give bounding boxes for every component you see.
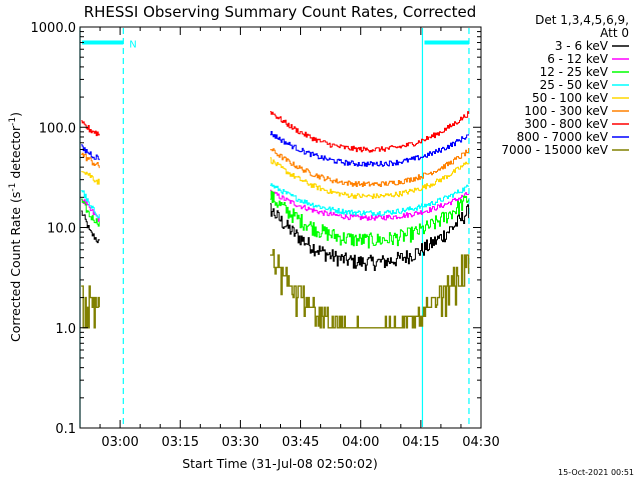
x-axis: 03:00 03:15 03:30 03:45 04:00 04:15 04:30 [79,27,500,450]
legend-entry-label: 7000 - 15000 keV [501,143,608,157]
x-tick-label: 03:45 [282,435,319,450]
y-tick-label: 0.1 [55,422,76,437]
legend-entry-label: 50 - 100 keV [532,91,609,105]
y-axis-label-superscript: -1 [8,183,18,192]
legend-entry-label: 100 - 300 keV [524,104,608,118]
flag-label: N [129,40,136,51]
x-tick-label: 03:30 [222,435,259,450]
series-line [81,198,100,227]
series-line [270,131,470,167]
y-tick-label: 100.0 [39,121,76,136]
series-line [270,190,470,249]
series-line [81,144,100,161]
series-line [270,189,470,221]
legend-header-line-2: Att 0 [600,26,629,40]
y-axis-label-part: ) [8,112,23,117]
legend-entry-label: 800 - 7000 keV [517,130,609,144]
series-line [81,152,100,169]
x-tick-label: 03:15 [162,435,199,450]
x-tick-label: 04:00 [342,435,379,450]
y-axis-label-part: detector [8,125,23,183]
x-axis-label: Start Time (31-Jul-08 02:50:02) [182,456,378,471]
y-tick-label: 1.0 [55,322,76,337]
x-tick-label: 04:30 [462,435,499,450]
chart-title: RHESSI Observing Summary Count Rates, Co… [84,3,477,21]
series-line [81,190,100,219]
y-tick-label: 1000.0 [31,21,77,36]
y-axis-label-superscript: -1 [8,117,18,126]
series-line [270,157,470,199]
series-line [81,120,100,137]
y-axis: 0.1 1.0 10.0 100.0 1000.0 [31,21,481,437]
legend-entry-label: 12 - 25 keV [540,65,609,79]
x-tick-label: 04:15 [402,435,439,450]
y-tick-label: 10.0 [47,222,76,237]
legend-entry-label: 3 - 6 keV [555,39,609,53]
y-axis-label: Corrected Count Rate (s-1 detector-1) [8,112,23,342]
legend-entry-label: 6 - 12 keV [547,52,609,66]
series-line [270,249,470,329]
series-layer [81,111,470,329]
series-line [270,183,470,216]
legend-entry-label: 25 - 50 keV [540,78,609,92]
series-line [270,203,470,271]
legend-entry-label: 300 - 800 keV [524,117,608,131]
series-line [81,210,100,244]
x-tick-label: 03:00 [101,435,138,450]
series-line [81,285,100,329]
timestamp: 15-Oct-2021 00:51 [558,468,634,477]
series-line [81,171,100,185]
series-line [270,148,470,187]
series-line [270,111,470,153]
legend-header-line-1: Det 1,3,4,5,6,9, [535,13,629,27]
y-axis-label-part: Corrected Count Rate (s [8,192,23,342]
